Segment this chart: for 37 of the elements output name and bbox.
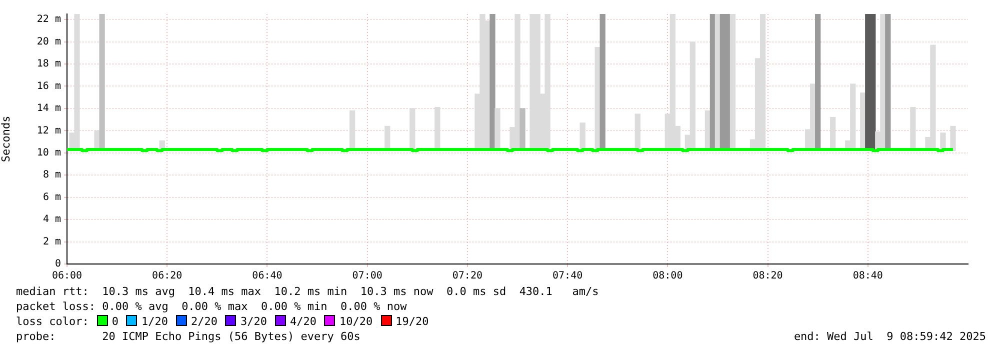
y-tick-label: 10 m <box>36 147 61 158</box>
text: 2/20 <box>190 315 218 328</box>
y-tick-label: 20 m <box>36 36 61 48</box>
y-tick-label: 18 m <box>36 58 61 70</box>
y-tick-label: 4 m <box>42 214 61 226</box>
text: 19/20 <box>396 315 429 328</box>
text: loss color: <box>16 315 89 328</box>
x-tick-label: 06:00 <box>52 270 82 282</box>
x-tick-label: 06:40 <box>252 270 282 282</box>
text: median rtt: 10.3 ms avg 10.4 ms max 10.2 ms min 10.3 ms now 0.0 ms sd 430.1 am/s <box>16 285 599 298</box>
text: 0 <box>112 315 118 328</box>
y-tick-label: 0 <box>54 258 61 270</box>
y-tick-label: 6 m <box>42 192 61 203</box>
y-axis-title: Seconds <box>0 116 12 162</box>
x-tick-label: 08:00 <box>652 270 683 282</box>
y-tick-label: 2 m <box>42 236 61 248</box>
x-tick-label: 07:20 <box>452 270 482 282</box>
y-tick-label: 8 m <box>42 170 61 181</box>
text: 1/20 <box>141 315 168 328</box>
text: end: Wed Jul 9 08:59:42 2025 <box>794 329 986 344</box>
x-tick-label: 07:00 <box>352 270 382 282</box>
y-tick-label: 22 m <box>36 14 61 26</box>
bar <box>950 126 956 151</box>
y-tick-label: 16 m <box>36 80 61 92</box>
y-tick-label: 14 m <box>36 103 61 114</box>
text: 3/20 <box>240 315 267 328</box>
x-tick-label: 08:40 <box>852 270 883 282</box>
text: 10/20 <box>339 315 373 328</box>
x-tick-label: 07:40 <box>552 270 583 282</box>
bar <box>634 114 640 151</box>
text: probe: 20 ICMP Echo Pings (56 Bytes) every 60s <box>16 330 360 343</box>
x-tick-label: 06:20 <box>152 270 182 282</box>
bar <box>410 108 416 151</box>
text: packet loss: 0.00 % avg 0.00 % max 0.00 % min 0.00 % now <box>16 300 407 313</box>
x-tick-label: 08:20 <box>752 270 783 282</box>
text: 4/20 <box>290 315 316 328</box>
y-tick-label: 12 m <box>36 125 61 136</box>
